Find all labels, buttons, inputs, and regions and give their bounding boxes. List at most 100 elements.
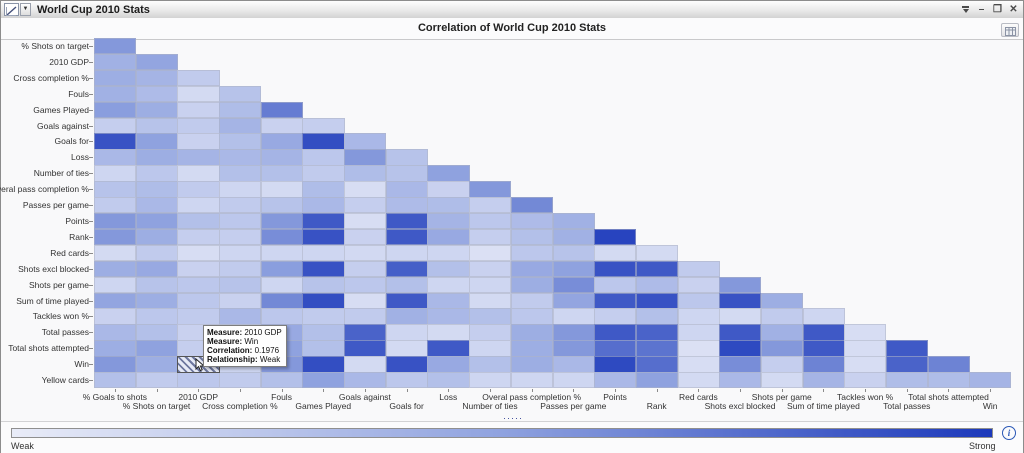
heatmap-cell[interactable] [760,356,804,373]
heatmap-cell[interactable] [552,324,595,341]
heatmap-cell[interactable] [594,340,637,357]
heatmap-cell[interactable] [94,53,137,71]
info-icon[interactable]: i [1002,426,1016,440]
heatmap-cell[interactable] [510,340,553,357]
heatmap-cell[interactable] [385,340,428,357]
heatmap-cell[interactable] [302,324,345,341]
heatmap-cell[interactable] [385,213,428,230]
heatmap-cell[interactable] [177,276,220,294]
heatmap-cell[interactable] [469,244,512,262]
heatmap-cell[interactable] [510,228,553,246]
heatmap-cell[interactable] [135,149,178,166]
heatmap-cell[interactable] [677,356,720,373]
heatmap-cell[interactable] [427,308,470,325]
heatmap-cell[interactable] [885,340,929,357]
heatmap-cell[interactable] [844,340,887,357]
heatmap-cell[interactable] [427,340,470,357]
heatmap-cell[interactable] [344,228,387,246]
heatmap-cell[interactable] [969,372,1012,389]
heatmap-cell[interactable] [302,276,345,294]
heatmap-cell[interactable] [510,292,553,309]
heatmap-cell[interactable] [219,101,262,119]
heatmap-cell[interactable] [552,372,595,389]
heatmap-cell[interactable] [677,308,720,325]
heatmap-cell[interactable] [94,69,137,87]
heatmap-cell[interactable] [344,340,387,357]
heatmap-cell[interactable] [135,197,178,214]
heatmap-cell[interactable] [177,181,220,198]
heatmap-cell[interactable] [94,85,137,103]
heatmap-cell[interactable] [135,228,178,246]
heatmap-cell[interactable] [135,292,178,309]
heatmap-cell[interactable] [469,181,512,198]
heatmap-cell[interactable] [510,244,553,262]
heatmap-cell[interactable] [844,356,887,373]
heatmap-cell[interactable] [177,372,220,389]
heatmap-cell[interactable] [635,356,679,373]
heatmap-cell[interactable] [219,133,262,150]
heatmap-cell[interactable] [219,213,262,230]
heatmap-cell[interactable] [260,308,303,325]
heatmap-cell[interactable] [219,117,262,134]
heatmap-cell[interactable] [594,260,637,278]
heatmap-cell[interactable] [94,117,137,134]
heatmap-cell[interactable] [385,165,428,182]
heatmap-cell[interactable] [677,324,720,341]
heatmap-cell[interactable] [469,228,512,246]
heatmap-cell[interactable] [760,340,804,357]
heatmap-cell[interactable] [760,372,804,389]
heatmap-cell[interactable] [94,308,137,325]
heatmap-cell[interactable] [385,292,428,309]
heatmap-cell[interactable] [135,324,178,341]
heatmap-cell[interactable] [844,324,887,341]
heatmap-cell[interactable] [219,372,262,389]
heatmap-cell[interactable] [427,260,470,278]
heatmap-cell[interactable] [385,244,428,262]
heatmap-cell[interactable] [302,133,345,150]
heatmap-cell[interactable] [510,276,553,294]
heatmap-cell[interactable] [260,260,303,278]
heatmap-cell[interactable] [635,372,679,389]
heatmap-cell[interactable] [344,372,387,389]
heatmap-cell[interactable] [344,133,387,150]
pin-icon[interactable] [960,3,971,16]
heatmap-cell[interactable] [427,165,470,182]
heatmap-cell[interactable] [469,292,512,309]
heatmap-cell[interactable] [385,260,428,278]
heatmap-cell[interactable] [94,324,137,341]
heatmap-cell[interactable] [719,276,762,294]
heatmap-cell[interactable] [94,260,137,278]
heatmap-cell[interactable] [219,292,262,309]
heatmap-cell[interactable] [260,181,303,198]
heatmap-cell[interactable] [135,213,178,230]
heatmap-cell[interactable] [385,228,428,246]
heatmap-cell[interactable] [219,85,262,103]
heatmap-cell[interactable] [885,372,929,389]
heatmap-cell[interactable] [177,308,220,325]
heatmap-cell[interactable] [135,308,178,325]
heatmap-cell[interactable] [469,340,512,357]
heatmap-cell[interactable] [302,197,345,214]
heatmap-cell[interactable] [260,117,303,134]
data-table-icon[interactable] [1001,23,1019,37]
heatmap-cell[interactable] [802,324,845,341]
heatmap-cell[interactable] [260,213,303,230]
heatmap-cell[interactable] [594,356,637,373]
heatmap-cell[interactable] [427,292,470,309]
heatmap-cell[interactable] [719,372,762,389]
heatmap-cell[interactable] [344,276,387,294]
heatmap-cell[interactable] [635,324,679,341]
heatmap-cell[interactable] [260,101,303,119]
heatmap-cell[interactable] [344,308,387,325]
heatmap-cell[interactable] [635,292,679,309]
heatmap-cell[interactable] [635,276,679,294]
heatmap-cell[interactable] [94,197,137,214]
heatmap-cell[interactable] [594,244,637,262]
heatmap-cell[interactable] [177,260,220,278]
heatmap-cell[interactable] [552,276,595,294]
heatmap-cell[interactable] [135,165,178,182]
heatmap-cell[interactable] [677,340,720,357]
heatmap-cell[interactable] [469,356,512,373]
heatmap-cell[interactable] [594,324,637,341]
heatmap-cell[interactable] [469,372,512,389]
